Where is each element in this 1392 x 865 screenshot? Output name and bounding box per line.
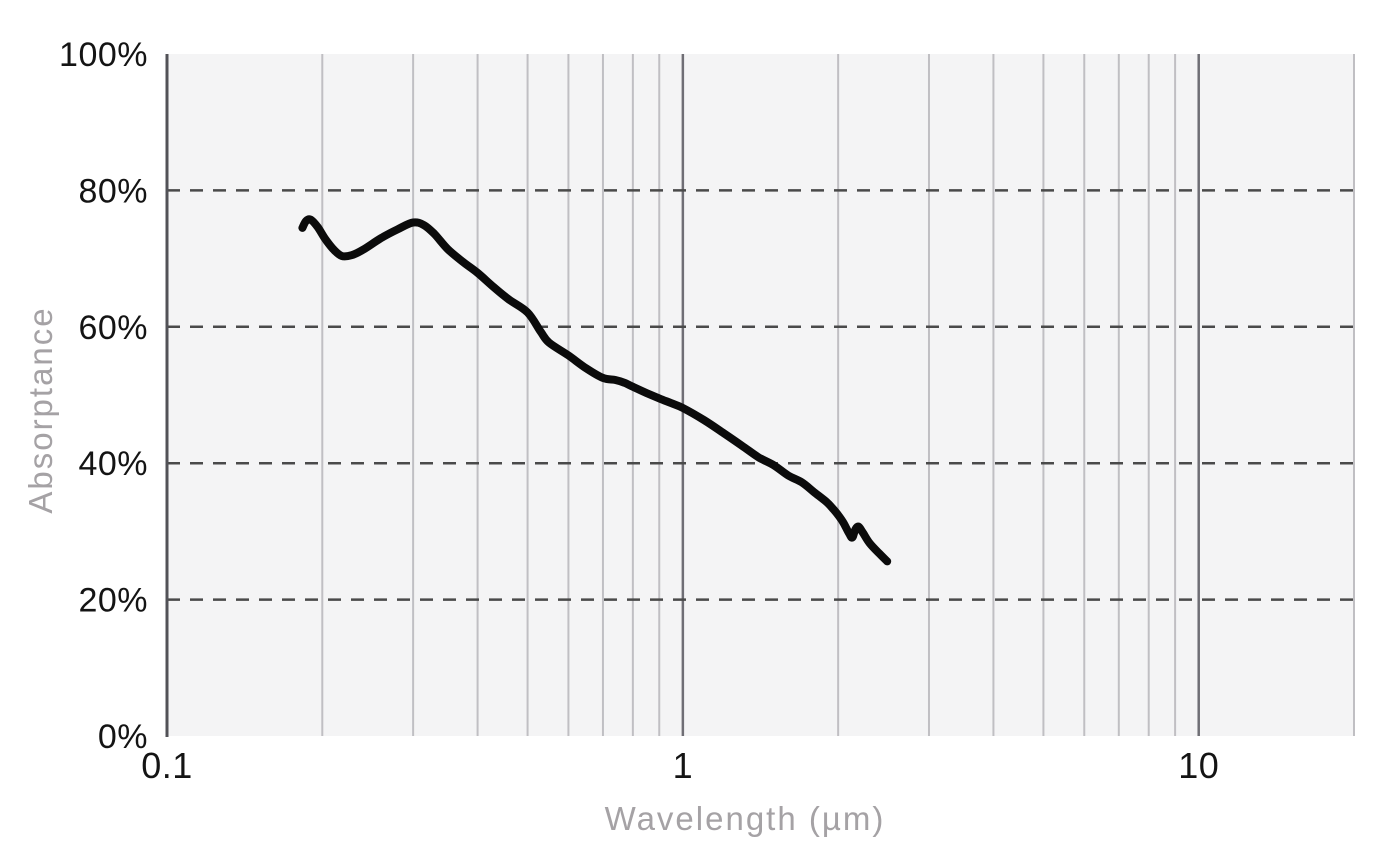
plot-background <box>167 54 1354 736</box>
y-tick-label: 40% <box>78 445 148 483</box>
x-axis-title: Wavelength (µm) <box>604 800 886 837</box>
y-tick-label: 80% <box>78 172 148 210</box>
absorptance-curve <box>298 215 892 566</box>
y-tick-label: 60% <box>78 309 148 347</box>
y-tick-label: 20% <box>78 582 148 620</box>
y-tick-label: 100% <box>59 36 148 74</box>
x-tick-label: 1 <box>673 745 694 786</box>
y-axis-title: Absorptance <box>22 306 59 514</box>
y-tick-label: 0% <box>98 718 148 756</box>
x-tick-label: 10 <box>1178 745 1219 786</box>
x-tick-label: 0.1 <box>141 745 193 786</box>
